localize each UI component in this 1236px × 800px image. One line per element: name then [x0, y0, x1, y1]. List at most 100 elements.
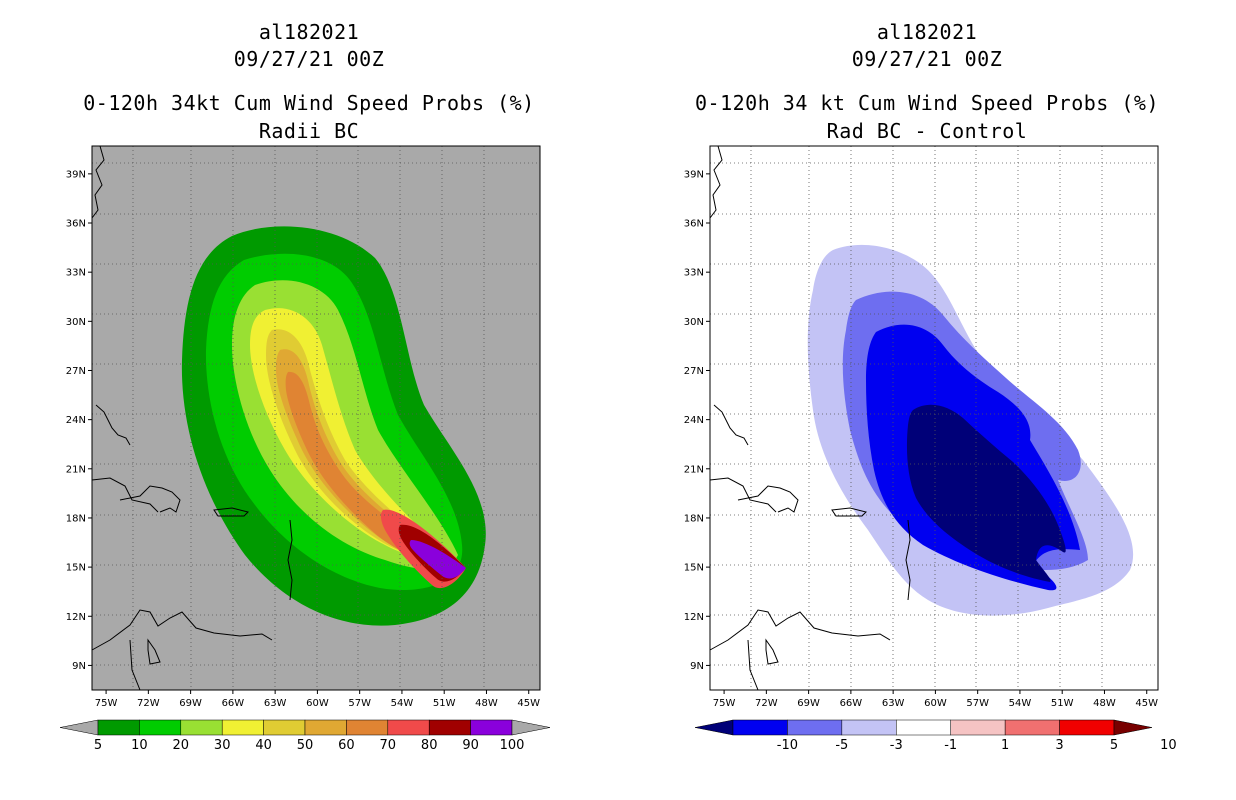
contour-minus-10: [906, 404, 1066, 582]
colorbar-swatch: [221, 719, 264, 736]
plot-frame: [91, 145, 541, 691]
difference-contours: [807, 244, 1134, 616]
colorbar-label: -10: [777, 738, 798, 753]
x-tick-label: 57W: [966, 698, 989, 709]
contour-40: [266, 329, 458, 563]
colorbar: -10 -5 -3 -1 1 3 5 10: [694, 719, 1177, 753]
colorbar-under-arrow: [59, 719, 99, 736]
y-tick-label: 12N: [684, 612, 704, 623]
x-tick-label: 75W: [713, 698, 736, 709]
y-tick-label: 21N: [684, 464, 704, 475]
y-tick-label: 27N: [66, 366, 86, 377]
y-tick-label: 24N: [66, 415, 86, 426]
storm-id: al182021: [876, 20, 978, 44]
colorbar-label: -3: [890, 738, 903, 753]
colorbar-label: -5: [835, 738, 848, 753]
plot-frame: [709, 145, 1159, 691]
x-tick-label: 51W: [433, 698, 456, 709]
y-tick-label: 21N: [66, 464, 86, 475]
colorbar-label: 1: [1001, 738, 1009, 753]
x-tick-label: 69W: [179, 698, 202, 709]
contour-90: [409, 540, 466, 579]
colorbar-swatch: [950, 719, 1006, 736]
colorbar-swatch: [97, 719, 140, 736]
x-tick-label: 54W: [391, 698, 414, 709]
colorbar-label: 70: [380, 738, 397, 753]
x-tick-label: 66W: [840, 698, 863, 709]
coastlines: [709, 145, 911, 691]
x-tick-label: 75W: [95, 698, 118, 709]
contour-60: [285, 371, 458, 565]
x-tick-label: 48W: [1093, 698, 1116, 709]
colorbar-swatch: [1004, 719, 1060, 736]
x-tick-label: 45W: [1135, 698, 1158, 709]
y-tick-label: 30N: [66, 317, 86, 328]
y-tick-label: 36N: [684, 219, 704, 230]
x-tick-label: 45W: [517, 698, 540, 709]
y-tick-label: 39N: [684, 169, 704, 180]
x-tick-label: 57W: [348, 698, 371, 709]
y-tick-label: 33N: [66, 268, 86, 279]
y-tick-label: 18N: [684, 513, 704, 524]
chart-title: 0-120h 34kt Cum Wind Speed Probs (%): [83, 91, 535, 115]
coastlines: [91, 145, 293, 691]
y-tick-label: 15N: [66, 563, 86, 574]
x-tick-label: 60W: [924, 698, 947, 709]
chart-title: 0-120h 34 kt Cum Wind Speed Probs (%): [694, 91, 1160, 115]
y-tick-label: 18N: [66, 513, 86, 524]
y-tick-label: 15N: [684, 563, 704, 574]
x-tick-label: 54W: [1009, 698, 1032, 709]
storm-id: al182021: [258, 20, 360, 44]
colorbar-label: 10: [131, 738, 148, 753]
colorbar-label: 5: [94, 738, 102, 753]
colorbar-label: 3: [1055, 738, 1063, 753]
colorbar-label: 5: [1110, 738, 1118, 753]
x-axis: 75W 72W 69W 66W 63W 60W 57W 54W 51W 48W 45W: [95, 690, 540, 709]
grid-lines: [92, 146, 540, 690]
y-tick-label: 9N: [690, 661, 704, 672]
colorbar-label: 100: [500, 738, 525, 753]
colorbar: 5 10 20 30 40 50 60 70 80 90 100: [59, 719, 551, 753]
probability-contours: [181, 226, 486, 626]
colorbar-swatch: [180, 719, 223, 736]
x-tick-label: 72W: [137, 698, 160, 709]
colorbar-swatch: [428, 719, 471, 736]
map-plot: 9N 12N 15N 18N 21N 24N 27N 30N 33N 36N 39N 75W 72W 6…: [59, 145, 551, 753]
colorbar-label: -1: [944, 738, 957, 753]
y-axis: 9N 12N 15N 18N 21N 24N 27N 30N 33N 36N 39N: [684, 169, 710, 672]
colorbar-swatch: [787, 719, 843, 736]
x-tick-label: 63W: [882, 698, 905, 709]
init-time: 09/27/21 00Z: [233, 47, 385, 71]
right-panel: al182021 09/27/21 00Z 0-120h 34 kt Cum W…: [618, 0, 1236, 800]
x-tick-label: 60W: [306, 698, 329, 709]
colorbar-swatch: [1059, 719, 1115, 736]
colorbar-swatch: [139, 719, 182, 736]
colorbar-label: 10: [1160, 738, 1177, 753]
y-tick-label: 33N: [684, 268, 704, 279]
y-tick-label: 24N: [684, 415, 704, 426]
init-time: 09/27/21 00Z: [851, 47, 1003, 71]
colorbar-swatch: [263, 719, 306, 736]
x-tick-label: 63W: [264, 698, 287, 709]
colorbar-label: 20: [173, 738, 190, 753]
x-tick-label: 69W: [797, 698, 820, 709]
colorbar-swatch: [841, 719, 897, 736]
x-tick-label: 48W: [475, 698, 498, 709]
colorbar-over-arrow: [511, 719, 551, 736]
x-tick-label: 66W: [222, 698, 245, 709]
colorbar-swatch: [896, 719, 951, 736]
colorbar-label: 60: [338, 738, 355, 753]
grid-lines: [710, 146, 1158, 690]
y-axis: 9N 12N 15N 18N 21N 24N 27N 30N 33N 36N 39N: [66, 169, 92, 672]
y-tick-label: 30N: [684, 317, 704, 328]
y-tick-label: 39N: [66, 169, 86, 180]
colorbar-label: 30: [214, 738, 231, 753]
chart-subtitle: Rad BC - Control: [826, 119, 1028, 143]
chart-subtitle: Radii BC: [258, 119, 360, 143]
y-tick-label: 27N: [684, 366, 704, 377]
colorbar-swatch: [732, 719, 788, 736]
colorbar-label: 40: [255, 738, 272, 753]
colorbar-label: 50: [297, 738, 314, 753]
x-tick-label: 72W: [755, 698, 778, 709]
left-panel: al182021 09/27/21 00Z 0-120h 34kt Cum Wi…: [59, 20, 551, 753]
